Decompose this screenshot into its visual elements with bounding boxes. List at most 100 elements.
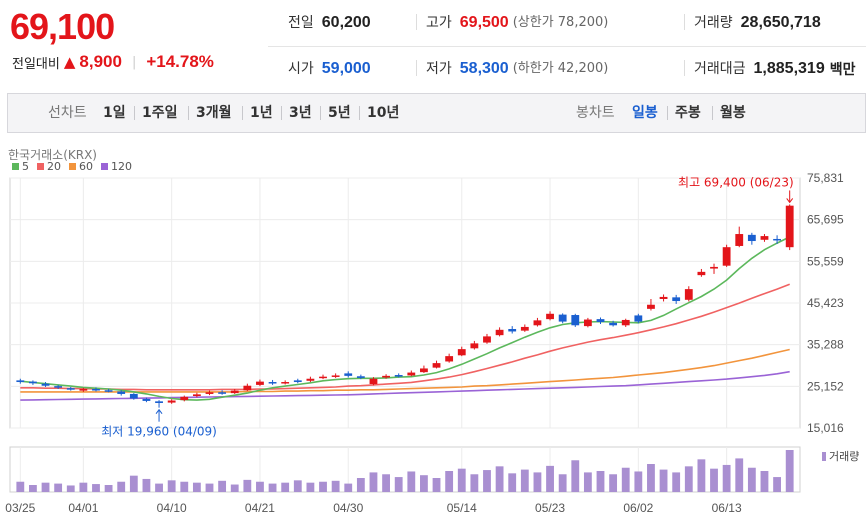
candle-body: [344, 373, 353, 376]
volume-bar: [129, 475, 138, 492]
candle-body: [79, 389, 88, 391]
volume-bar: [369, 472, 378, 492]
volume-bar: [722, 464, 731, 492]
period-1y-button[interactable]: 1년: [250, 105, 273, 121]
volume-bar: [155, 483, 163, 492]
candle-weekly-button[interactable]: 주봉: [675, 105, 701, 121]
candle-body: [155, 401, 163, 403]
y-tick-label: 35,288: [807, 338, 844, 352]
toolbar-divider: [134, 106, 135, 120]
candle-body: [256, 381, 264, 385]
volume-bar: [218, 480, 227, 492]
candle-body: [142, 398, 151, 401]
candle-daily-button[interactable]: 일봉: [632, 105, 658, 121]
period-5y-button[interactable]: 5년: [328, 105, 351, 121]
change-divider: |: [131, 54, 137, 70]
volume-bar: [710, 468, 718, 492]
x-tick-label: 04/21: [245, 501, 275, 515]
volume-bar: [117, 481, 126, 492]
prev-close: 전일 60,200: [288, 0, 371, 46]
prev-close-label: 전일: [288, 15, 314, 31]
volume-bar: [167, 480, 176, 492]
y-tick-label: 75,831: [807, 171, 844, 185]
volume-bar: [268, 483, 277, 492]
candle-body: [747, 234, 756, 242]
candle-monthly-button[interactable]: 월봉: [720, 105, 746, 121]
summary-row-2: 시가 59,000 저가 58,300 (하한가 42,200) 거래대금 1,…: [268, 46, 866, 92]
volume-bar: [495, 466, 504, 492]
candle-body: [394, 375, 403, 377]
line-chart-label: 선차트: [48, 105, 87, 121]
amount-summary: 거래대금 1,885,319 백만: [694, 46, 855, 92]
volume-legend-swatch: [822, 452, 826, 461]
volume-bar: [697, 459, 706, 492]
candle-body: [596, 319, 605, 323]
volume-bar: [672, 472, 681, 492]
candle-body: [508, 328, 517, 332]
period-3y-button[interactable]: 3년: [289, 105, 312, 121]
candle-body: [356, 376, 365, 378]
toolbar-divider: [188, 106, 189, 120]
volume-bar: [16, 481, 25, 492]
x-tick-label: 06/13: [712, 501, 742, 515]
x-tick-label: 05/14: [447, 501, 477, 515]
volume-bar: [281, 482, 290, 492]
candle-body: [571, 315, 580, 326]
summary-row-1: 전일 60,200 고가 69,500 (상한가 78,200) 거래량 28,…: [268, 0, 866, 47]
volume-plot-frame: [9, 446, 801, 493]
candle-body: [29, 381, 37, 384]
ma5-line: [20, 236, 791, 401]
candle-body: [407, 372, 416, 376]
volume-bar: [41, 482, 50, 492]
legend-ma20: 20: [37, 160, 61, 173]
period-1d-button[interactable]: 1일: [103, 105, 126, 121]
volume-value: 28,650,718: [740, 14, 821, 31]
period-3m-button[interactable]: 3개월: [196, 105, 232, 121]
volume-bar: [735, 458, 744, 492]
volume-bar: [92, 484, 100, 492]
low-label: 저가: [426, 61, 452, 77]
high-value: 69,500: [459, 14, 509, 31]
volume-bar: [382, 474, 390, 492]
chart-toolbar: 선차트 1일 1주일 3개월 1년 3년 5년 10년 봉차트 일봉 주봉 월봉: [7, 93, 866, 133]
candle-body: [293, 380, 302, 383]
candle-body: [760, 236, 769, 240]
candle-body: [432, 363, 441, 368]
y-tick-label: 65,695: [807, 213, 844, 227]
candle-body: [129, 393, 138, 399]
low-annotation: 최저 19,960 (04/09): [101, 425, 217, 439]
ma-legend: 5 20 60 120: [12, 160, 132, 173]
x-tick-label: 05/23: [535, 501, 565, 515]
candle-body: [192, 394, 201, 397]
volume-bar: [558, 474, 567, 492]
toolbar-divider: [242, 106, 243, 120]
volume-bar: [508, 473, 517, 492]
volume-bar: [432, 478, 441, 492]
current-price: 69,100: [10, 6, 115, 47]
period-1w-button[interactable]: 1주일: [142, 105, 178, 121]
candle-body: [470, 343, 479, 349]
high-label: 고가: [426, 15, 452, 31]
volume-bar: [192, 482, 201, 492]
volume-bar: [104, 485, 113, 492]
volume-bar: [785, 450, 794, 492]
low-arrow-head-icon: [155, 408, 163, 414]
period-10y-button[interactable]: 10년: [367, 105, 400, 121]
candle-body: [558, 314, 567, 322]
high-annotation: 최고 69,400 (06/23): [678, 175, 794, 189]
open-price: 시가 59,000: [288, 46, 371, 92]
summary-divider: [416, 14, 417, 30]
high-price: 고가 69,500 (상한가 78,200): [426, 0, 608, 46]
volume-bar: [256, 481, 264, 492]
toolbar-divider: [359, 106, 360, 120]
candle-body: [104, 390, 113, 392]
x-tick-label: 04/10: [157, 501, 187, 515]
legend-ma60-label: 60: [79, 160, 93, 173]
change-label: 전일대비: [12, 56, 60, 72]
volume-bar: [634, 471, 643, 492]
change-summary: 전일대비 ▲ 8,900 | +14.78%: [12, 52, 214, 72]
open-value: 59,000: [321, 60, 371, 77]
candle-body: [243, 385, 252, 391]
candle-body: [54, 386, 63, 388]
